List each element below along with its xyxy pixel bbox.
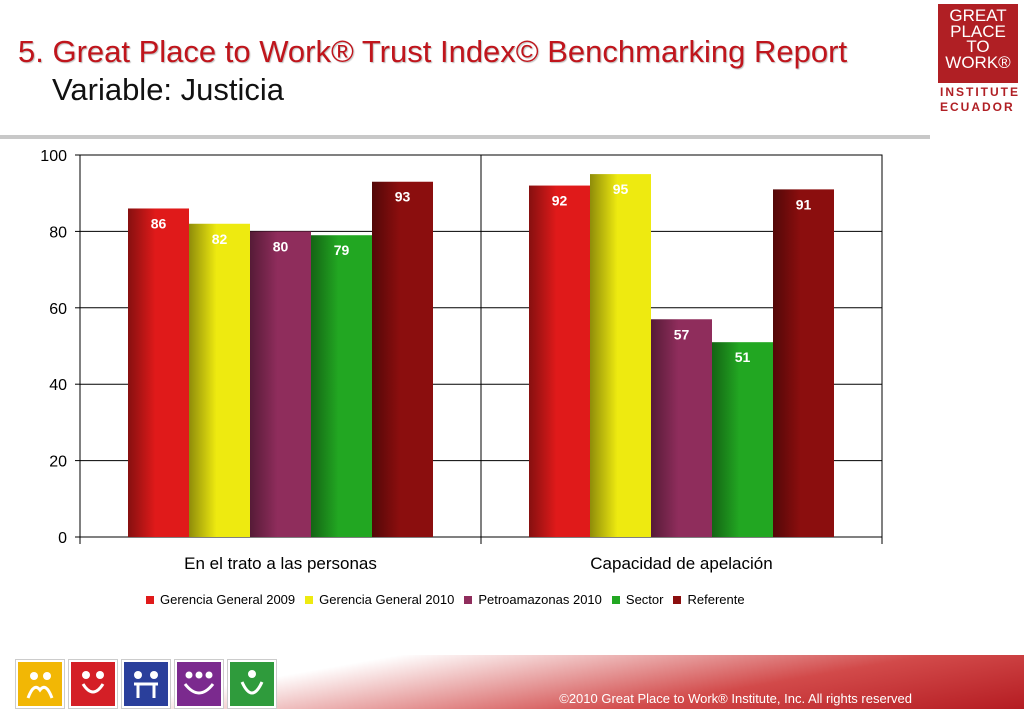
people-icon-green (228, 660, 276, 708)
data-label: 93 (395, 189, 411, 205)
logo-line: GREAT (949, 6, 1007, 25)
data-label: 80 (273, 238, 289, 254)
chart-legend: Gerencia General 2009 Gerencia General 2… (146, 592, 745, 607)
copyright-text: ©2010 Great Place to Work® Institute, In… (559, 691, 912, 706)
logo-sub-line: ECUADOR (940, 100, 1015, 114)
data-label: 86 (151, 215, 167, 231)
logo-subtitle: INSTITUTE ECUADOR (940, 85, 1022, 115)
footer-band: ©2010 Great Place to Work® Institute, In… (0, 655, 1024, 709)
y-tick-label: 0 (58, 530, 67, 547)
legend-label: Gerencia General 2010 (319, 592, 455, 607)
data-label: 95 (613, 181, 629, 197)
bar (651, 319, 712, 537)
bar (590, 174, 651, 537)
logo-line: PLACE (950, 21, 1006, 41)
bar (189, 223, 250, 537)
data-label: 92 (552, 193, 568, 209)
y-tick-label: 60 (49, 301, 67, 318)
legend-swatch (146, 595, 154, 604)
legend-item: Gerencia General 2010 (305, 592, 454, 607)
bar (250, 231, 311, 537)
bar-chart: 0 20 40 60 80 100 86 82 80 79 93 En el trato a las … (40, 148, 883, 573)
people-icon-purple (175, 660, 223, 708)
legend-label: Referente (687, 592, 745, 607)
y-tick-label: 40 (49, 377, 67, 394)
legend-item: Sector (611, 592, 664, 607)
page-title: 5. Great Place to Work® Trust Index© Ben… (18, 34, 848, 69)
data-label: 91 (796, 196, 812, 212)
logo-line: TO (966, 37, 990, 56)
bar (372, 181, 433, 538)
legend-swatch (611, 595, 620, 604)
legend-label: Sector (625, 592, 664, 607)
legend-label: Gerencia General 2009 (160, 592, 296, 607)
title-divider (0, 135, 930, 139)
bar (311, 235, 372, 537)
legend-label: Petroamazonas 2010 (478, 592, 602, 607)
legend-item: Petroamazonas 2010 (464, 592, 602, 607)
logo-sub-line: INSTITUTE (940, 85, 1020, 99)
legend-item: Referente (673, 592, 745, 607)
legend-swatch (673, 595, 682, 604)
data-label: 82 (212, 231, 228, 247)
bar (773, 189, 834, 537)
y-tick-label: 80 (49, 224, 67, 241)
bar (529, 185, 590, 537)
people-icon-yellow (16, 660, 64, 708)
legend-swatch (464, 595, 473, 604)
page-subtitle: Variable: Justicia (52, 72, 285, 107)
footer-icons (16, 660, 276, 708)
data-label: 79 (334, 242, 350, 258)
people-icon-red (69, 660, 117, 708)
data-label: 51 (735, 349, 751, 365)
x-tick-label: Capacidad de apelación (590, 554, 772, 573)
bar (712, 342, 773, 537)
logo-line: WORK® (945, 52, 1011, 72)
gptw-logo: GREAT PLACE TO WORK® (938, 4, 1018, 83)
y-tick-label: 20 (49, 454, 67, 471)
x-tick-label: En el trato a las personas (184, 554, 377, 573)
legend-swatch (305, 595, 314, 604)
y-tick-label: 100 (40, 148, 67, 165)
legend-item: Gerencia General 2009 (146, 592, 295, 607)
data-label: 57 (674, 326, 690, 342)
people-icon-blue (122, 660, 170, 708)
bar (128, 208, 189, 537)
